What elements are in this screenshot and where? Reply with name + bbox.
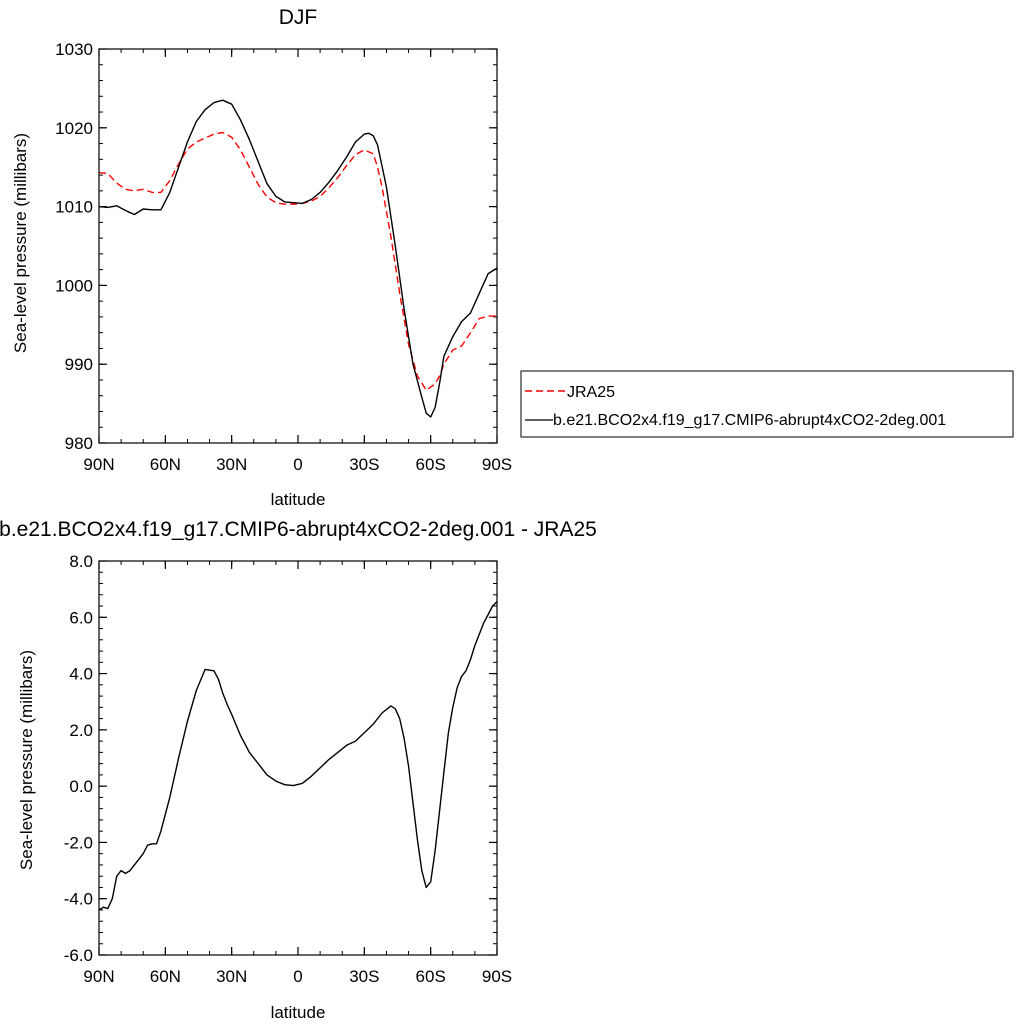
x-axis-label: latitude	[271, 1003, 326, 1022]
y-tick-label: 980	[65, 434, 93, 453]
legend-frame	[520, 370, 1014, 438]
y-tick-label: -2.0	[64, 833, 93, 852]
plot-frame	[98, 48, 498, 444]
x-tick-label: 30S	[349, 455, 379, 474]
y-tick-label: 0.0	[69, 777, 93, 796]
plot-frame	[98, 560, 498, 956]
series-group	[98, 601, 498, 911]
panel-title: DJF	[279, 6, 318, 29]
x-tick-label: 90S	[482, 455, 512, 474]
y-tick-label: -4.0	[64, 890, 93, 909]
pressure-difference-panel: b.e21.BCO2x4.f19_g17.CMIP6-abrupt4xCO2-2…	[0, 518, 597, 1022]
series-line-0	[98, 601, 498, 911]
legend: JRA25 b.e21.BCO2x4.f19_g17.CMIP6-abrupt4…	[520, 370, 1014, 438]
x-tick-label: 60S	[416, 967, 446, 986]
y-tick-label: 990	[65, 355, 93, 374]
x-tick-label: 30N	[216, 455, 247, 474]
y-tick-label: 1030	[55, 40, 93, 59]
x-tick-label: 90S	[482, 967, 512, 986]
x-tick-label: 60S	[416, 455, 446, 474]
x-tick-label: 90N	[83, 455, 114, 474]
series-line-1	[98, 99, 498, 418]
x-tick-label: 30N	[216, 967, 247, 986]
y-axis-label: Sea-level pressure (millibars)	[11, 133, 30, 353]
x-tick-label: 30S	[349, 967, 379, 986]
y-tick-label: 2.0	[69, 721, 93, 740]
x-tick-label: 60N	[150, 455, 181, 474]
axis-ticks: 90N 60N 30N 0 30S 60S 90S 980 990 1000 1010 1020 103…	[55, 40, 512, 474]
x-axis-label: latitude	[271, 490, 326, 509]
y-tick-label: 1000	[55, 276, 93, 295]
x-tick-label: 90N	[83, 967, 114, 986]
series-group	[98, 99, 498, 418]
y-tick-label: 6.0	[69, 608, 93, 627]
x-tick-label: 0	[293, 455, 302, 474]
x-tick-label: 0	[293, 967, 302, 986]
panel-title: b.e21.BCO2x4.f19_g17.CMIP6-abrupt4xCO2-2…	[0, 518, 597, 541]
x-tick-label: 60N	[150, 967, 181, 986]
sea-level-pressure-panel: DJF Sea-level pressure (millibars) latit…	[11, 6, 512, 509]
y-tick-label: 4.0	[69, 665, 93, 684]
y-tick-label: 1010	[55, 198, 93, 217]
y-tick-label: -6.0	[64, 946, 93, 965]
y-tick-label: 8.0	[69, 552, 93, 571]
series-line-0	[98, 131, 497, 391]
y-axis-label: Sea-level pressure (millibars)	[17, 650, 36, 870]
y-tick-label: 1020	[55, 119, 93, 138]
legend-label-model: b.e21.BCO2x4.f19_g17.CMIP6-abrupt4xCO2-2…	[553, 412, 946, 429]
legend-label-jra25: JRA25	[567, 384, 615, 401]
